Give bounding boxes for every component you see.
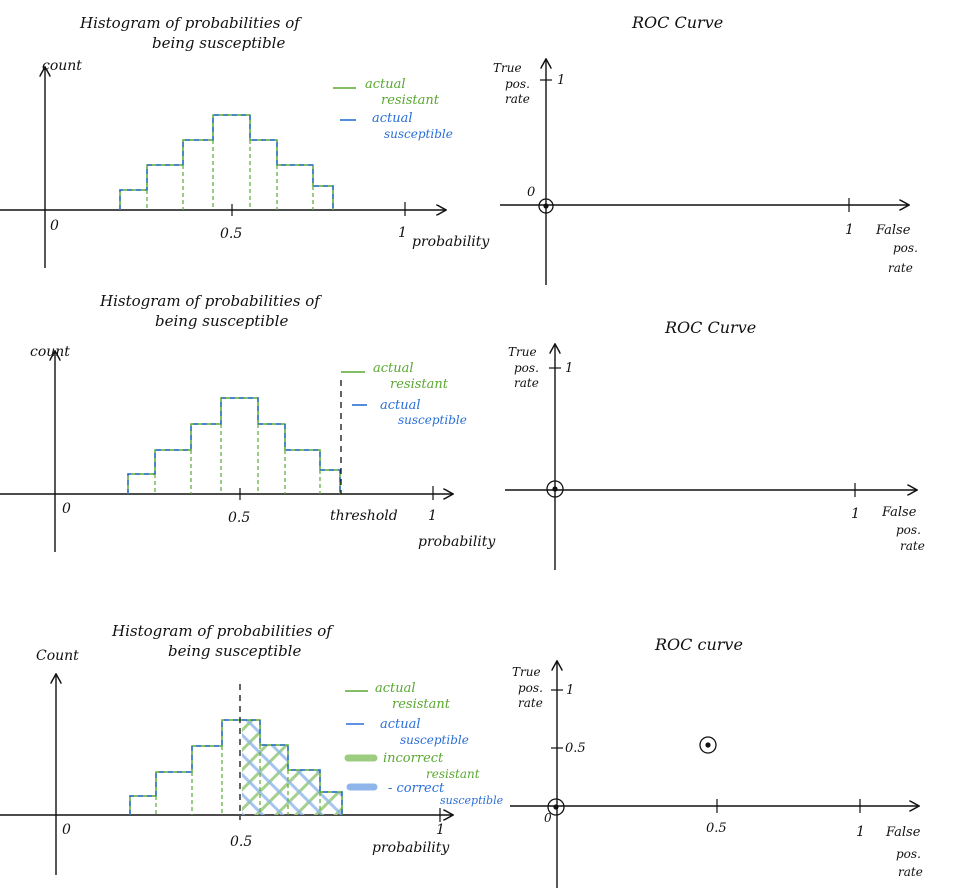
legend-3-susceptible-b: susceptible — [400, 733, 469, 747]
x-one-2: 1 — [428, 508, 437, 524]
legend-2-susceptible-b: susceptible — [398, 413, 467, 427]
roc-1: ROC Curve True pos. rate 1 0 1 False pos… — [493, 13, 918, 285]
roc-x-one-1: 1 — [845, 222, 854, 238]
roc-x-label-3a: False — [885, 825, 921, 840]
legend-3: actual resistant actual susceptible inco… — [344, 681, 504, 807]
y-label-1: count — [42, 58, 82, 74]
legend-2-resistant-b: resistant — [390, 377, 449, 392]
roc-x-one-3: 1 — [856, 824, 865, 840]
legend-1: actual resistant actual susceptible — [333, 77, 453, 141]
legend-2-resistant-a: actual — [373, 361, 414, 376]
roc-y-label-1c: rate — [505, 92, 530, 106]
legend-2-susceptible-a: actual — [380, 398, 421, 413]
roc-x-label-2c: rate — [900, 539, 925, 553]
legend-1-susceptible-b: susceptible — [384, 127, 453, 141]
histogram-1: Histogram of probabilities of being susc… — [0, 14, 490, 268]
x-half-1: 0.5 — [220, 226, 242, 242]
x-label-3: probability — [372, 840, 450, 856]
hist-title-2a: Histogram of probabilities of — [99, 292, 322, 310]
hist-title-3b: being susceptible — [168, 642, 301, 660]
legend-3-incorrect-a: incorrect — [383, 751, 444, 766]
hist-susceptible-1 — [119, 114, 334, 210]
x-zero-3: 0 — [62, 822, 71, 838]
roc-y-label-3b: pos. — [518, 681, 543, 695]
roc-point-3 — [699, 736, 717, 754]
roc-point-2 — [546, 480, 564, 498]
x-half-2: 0.5 — [228, 510, 250, 526]
roc-title-3: ROC curve — [654, 635, 743, 654]
hist-title-1a: Histogram of probabilities of — [79, 14, 302, 32]
legend-3-correct-b: susceptible — [440, 794, 504, 807]
roc-origin-1: 0 — [527, 185, 535, 200]
roc-y-label-2a: True — [508, 345, 537, 359]
hist-title-3a: Histogram of probabilities of — [111, 622, 334, 640]
panel-2: Histogram of probabilities of being susc… — [0, 292, 925, 570]
roc-y-label-2c: rate — [514, 376, 539, 390]
x-one-3: 1 — [436, 822, 445, 838]
hist-title-1b: being susceptible — [152, 34, 285, 52]
x-label-2: probability — [418, 534, 496, 550]
legend-3-resistant-a: actual — [375, 681, 416, 696]
roc-y-label-3a: True — [512, 665, 541, 679]
hist-susceptible-2 — [127, 397, 341, 494]
roc-title-1: ROC Curve — [631, 13, 723, 32]
hist-resistant-2 — [127, 397, 341, 494]
legend-1-susceptible-a: actual — [372, 111, 413, 126]
histogram-3: Histogram of probabilities of being susc… — [0, 622, 504, 875]
roc-x-half-3: 0.5 — [706, 821, 727, 836]
x-label-1: probability — [412, 234, 490, 250]
legend-1-resistant-b: resistant — [381, 93, 440, 108]
roc-2: ROC Curve True pos. rate 1 1 False pos. … — [505, 318, 925, 570]
legend-3-correct-a: - correct — [388, 781, 445, 796]
panel-1: Histogram of probabilities of being susc… — [0, 13, 918, 285]
roc-y-half-3: 0.5 — [565, 741, 586, 756]
x-zero-2: 0 — [62, 501, 71, 517]
y-label-2: count — [30, 344, 70, 360]
histogram-2: Histogram of probabilities of being susc… — [0, 292, 496, 552]
roc-x-one-2: 1 — [851, 506, 860, 522]
roc-x-label-2a: False — [881, 505, 917, 520]
roc-x-label-3b: pos. — [896, 847, 921, 861]
legend-2: actual resistant actual susceptible — [341, 361, 467, 427]
hist-title-2b: being susceptible — [155, 312, 288, 330]
roc-y-label-2b: pos. — [514, 361, 539, 375]
roc-title-2: ROC Curve — [664, 318, 756, 337]
roc-y-one-1: 1 — [557, 73, 565, 88]
roc-y-label-1b: pos. — [505, 77, 530, 91]
threshold-label-2: threshold — [330, 508, 398, 524]
x-zero-1: 0 — [50, 218, 59, 234]
roc-x-label-2b: pos. — [896, 523, 921, 537]
roc-x-label-3c: rate — [898, 865, 923, 879]
roc-point-1 — [538, 198, 554, 214]
roc-y-label-1a: True — [493, 61, 522, 75]
legend-3-resistant-b: resistant — [392, 697, 451, 712]
roc-x-label-1c: rate — [888, 261, 913, 275]
y-label-3: Count — [36, 648, 79, 664]
roc-y-one-2: 1 — [565, 361, 573, 376]
panel-3: Histogram of probabilities of being susc… — [0, 622, 923, 888]
x-one-1: 1 — [398, 225, 407, 241]
hist-resistant-1 — [119, 114, 334, 210]
x-half-3: 0.5 — [230, 834, 252, 850]
legend-3-incorrect-b: resistant — [426, 767, 480, 781]
correct-susceptible-region — [242, 720, 342, 815]
roc-y-label-3c: rate — [518, 696, 543, 710]
roc-origin-3: 0 — [544, 811, 552, 825]
roc-x-label-1a: False — [875, 223, 911, 238]
roc-3: ROC curve True pos. rate 1 0.5 0 0.5 1 F… — [510, 635, 923, 888]
hist-susceptible-3 — [129, 719, 343, 815]
roc-x-label-1b: pos. — [893, 241, 918, 255]
roc-y-one-3: 1 — [566, 683, 574, 698]
legend-3-susceptible-a: actual — [380, 717, 421, 732]
roc-point-3-origin — [547, 798, 565, 816]
legend-1-resistant-a: actual — [365, 77, 406, 92]
